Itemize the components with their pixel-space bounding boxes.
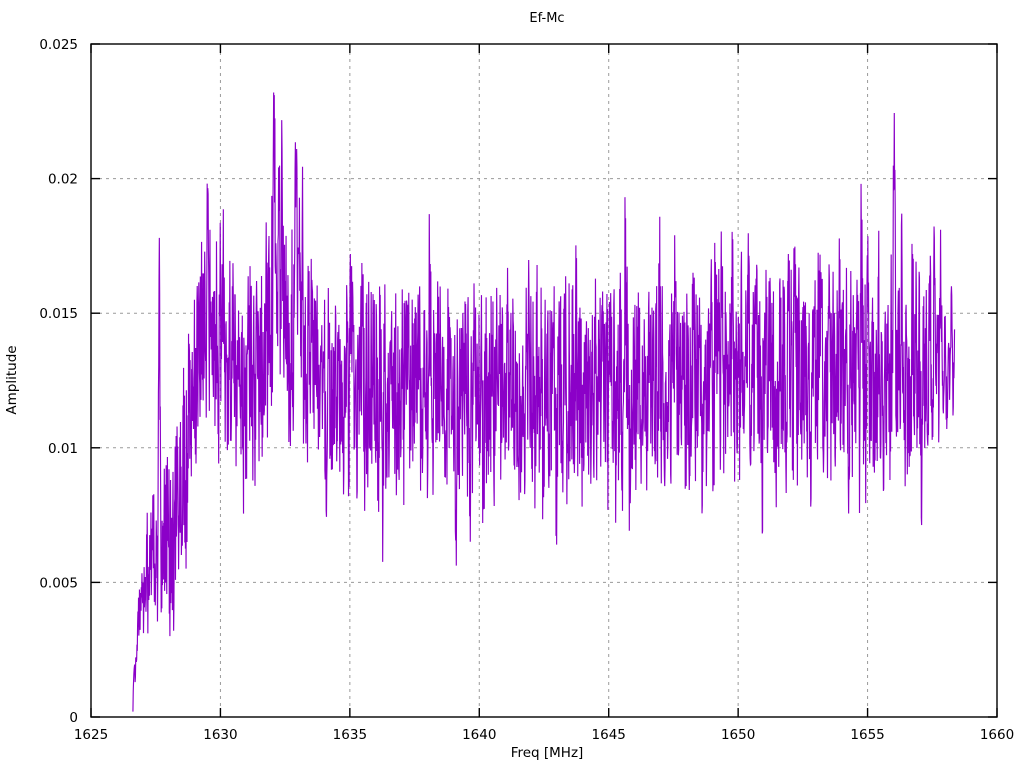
chart-title: Ef-Mc bbox=[529, 11, 564, 26]
x-tick-label: 1645 bbox=[592, 727, 626, 743]
x-tick-label: 1660 bbox=[980, 727, 1014, 743]
y-axis-label: Amplitude bbox=[4, 345, 20, 414]
y-tick-label: 0 bbox=[69, 710, 78, 726]
y-tick-label: 0.015 bbox=[39, 306, 78, 322]
x-tick-label: 1655 bbox=[850, 727, 884, 743]
x-axis-ticks: 1625 1630 1635 1640 1645 1650 1655 1660 bbox=[74, 44, 1014, 743]
y-axis-ticks: 0 0.005 0.01 0.015 0.02 0.025 bbox=[39, 37, 997, 726]
x-tick-label: 1650 bbox=[721, 727, 755, 743]
x-tick-label: 1625 bbox=[74, 727, 108, 743]
x-tick-label: 1640 bbox=[462, 727, 496, 743]
data-series-layer bbox=[132, 92, 956, 712]
x-tick-label: 1630 bbox=[203, 727, 237, 743]
data-series-line bbox=[132, 92, 956, 712]
y-tick-label: 0.02 bbox=[48, 172, 78, 188]
y-tick-label: 0.025 bbox=[39, 37, 78, 53]
plot-border bbox=[90, 43, 998, 718]
x-axis-label: Freq [MHz] bbox=[511, 745, 584, 761]
y-tick-label: 0.01 bbox=[48, 441, 78, 457]
y-tick-label: 0.005 bbox=[39, 575, 78, 591]
x-tick-label: 1635 bbox=[333, 727, 367, 743]
